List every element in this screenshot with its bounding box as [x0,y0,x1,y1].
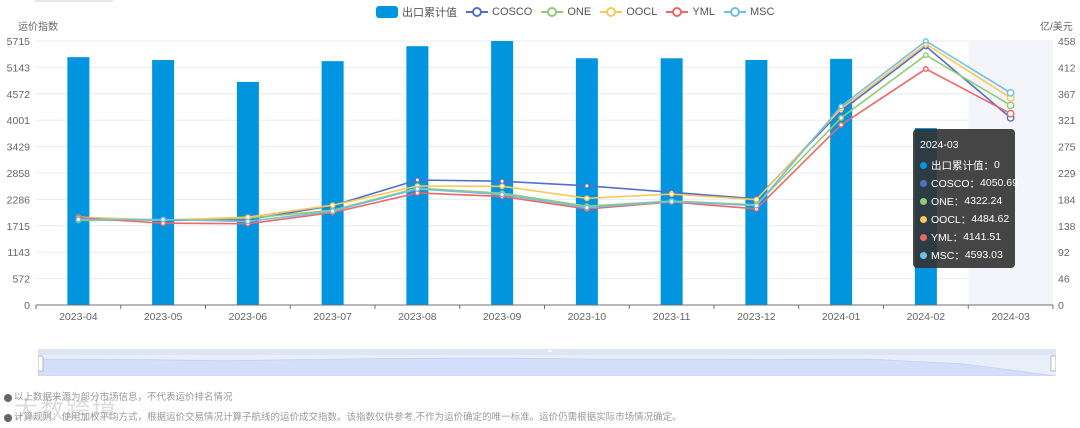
top-tab-indicator [35,0,113,2]
legend-label: YML [692,6,715,18]
series-dot-icon [920,233,927,241]
line-marker-icon [724,6,746,18]
svg-text:2023-07: 2023-07 [313,311,352,323]
data-zoom-slider[interactable] [38,349,1056,376]
svg-text:1143: 1143 [7,247,30,259]
legend-label: COSCO [492,6,533,18]
footnote-1: 以上数据来源为部分市场信息，不代表运价排名情况 [4,388,682,408]
svg-text:46: 46 [1058,274,1070,286]
svg-text:4001: 4001 [7,115,31,127]
series-dot-icon [920,197,927,205]
legend-item-oocl[interactable]: OOCL [600,6,657,18]
tooltip-value: 4593.03 [964,249,1003,261]
tooltip-title: 2024-03 [920,139,959,151]
footnote-text: 以上数据来源为部分市场信息，不代表运价排名情况 [14,392,233,403]
svg-text:0: 0 [24,300,30,312]
series-dot-icon [920,251,927,259]
zoom-handle-right [1050,355,1056,372]
info-icon [4,414,12,422]
legend-item-msc[interactable]: MSC [724,6,774,18]
line-marker-icon [541,6,564,18]
svg-text:3429: 3429 [7,142,31,154]
tooltip-row-msc: MSC： 4593.03 [920,246,1008,264]
svg-text:2023-12: 2023-12 [737,311,776,323]
legend-item-yml[interactable]: YML [666,6,715,18]
legend-label: ONE [567,6,592,18]
svg-text:2023-11: 2023-11 [653,311,691,323]
svg-text:572: 572 [12,274,30,286]
tooltip-value: 4050.69 [980,177,1018,189]
tooltip-value: 4484.62 [971,213,1010,225]
tooltip-row-cosco: COSCO： 4050.69 [920,174,1018,192]
line-marker-icon [466,6,488,18]
svg-text:5143: 5143 [7,62,31,74]
legend-item-one[interactable]: ONE [541,6,591,18]
line-marker-icon [600,6,623,18]
svg-text:2024-02: 2024-02 [907,311,946,323]
svg-text:2023-06: 2023-06 [229,311,268,323]
line-marker-icon [666,6,689,18]
svg-text:2023-10: 2023-10 [568,311,607,323]
tooltip-label: YML： [931,231,964,244]
zoom-handle-left [38,355,44,372]
footnote-2: 计算规则：使用加权平均方式，根据运价交易情况计算子航线的运价成交指数。该指数仅供… [4,408,682,428]
footnotes: 以上数据来源为部分市场信息，不代表运价排名情况 计算规则：使用加权平均方式，根据… [4,388,682,428]
tooltip-row-oocl: OOCL： 4484.62 [920,210,1010,228]
tooltip-value: 4322.24 [964,195,1003,207]
svg-text:321: 321 [1058,115,1076,127]
legend-item-cosco[interactable]: COSCO [466,6,532,18]
tooltip-row-yml: YML： 4141.51 [920,228,1008,246]
series-dot-icon [920,215,927,223]
tooltip-label: 出口累计值： [931,159,994,172]
svg-text:412: 412 [1058,62,1076,74]
chart-tooltip: 2024-03 出口累计值： 0 COSCO： 4050.69 ONE： 4322.2… [913,129,1018,268]
svg-text:2024-01: 2024-01 [822,311,861,323]
tooltip-label: OOCL： [931,213,972,226]
series-dot-icon [920,161,927,169]
right-axis-title: 亿/美元 [1040,22,1073,33]
info-icon [4,394,12,402]
legend-label: 出口累计值 [402,7,457,19]
svg-text:2023-08: 2023-08 [398,311,437,323]
svg-text:2023-09: 2023-09 [483,311,522,323]
left-axis-title: 运价指数 [18,22,58,33]
legend-label: OOCL [626,6,658,18]
svg-text:138: 138 [1058,221,1076,233]
tooltip-label: COSCO： [931,177,981,190]
chart-legend: 出口累计值 COSCO ONE OOCL YML MSC [376,4,774,20]
footnote-text: 计算规则：使用加权平均方式，根据运价交易情况计算子航线的运价成交指数。该指数仅供… [14,412,682,423]
svg-text:92: 92 [1058,247,1070,259]
svg-text:2286: 2286 [7,194,31,206]
tooltip-value: 0 [994,159,1000,171]
tooltip-row-export: 出口累计值： 0 [920,156,1008,174]
legend-item-export[interactable]: 出口累计值 [376,4,457,20]
svg-text:367: 367 [1058,89,1076,101]
tooltip-label: MSC： [931,249,965,262]
legend-label: MSC [750,6,775,18]
svg-text:229: 229 [1058,168,1076,180]
svg-text:1715: 1715 [7,221,31,233]
svg-text:458: 458 [1058,36,1076,48]
tooltip-label: ONE： [931,195,965,208]
svg-text:184: 184 [1058,194,1076,206]
svg-text:275: 275 [1058,142,1076,154]
svg-text:4572: 4572 [7,89,31,101]
svg-text:2023-04: 2023-04 [59,311,98,323]
tooltip-row-one: ONE： 4322.24 [920,192,1008,210]
svg-text:5715: 5715 [7,36,31,48]
svg-text:0: 0 [1058,300,1064,312]
svg-text:2024-03: 2024-03 [991,311,1030,323]
svg-text:2023-05: 2023-05 [144,311,183,323]
watermark-text: 大数跨境 [14,397,118,424]
tooltip-value: 4141.51 [963,231,1002,243]
svg-text:2858: 2858 [7,168,31,180]
bar-swatch-icon [376,6,398,18]
series-dot-icon [920,179,927,187]
